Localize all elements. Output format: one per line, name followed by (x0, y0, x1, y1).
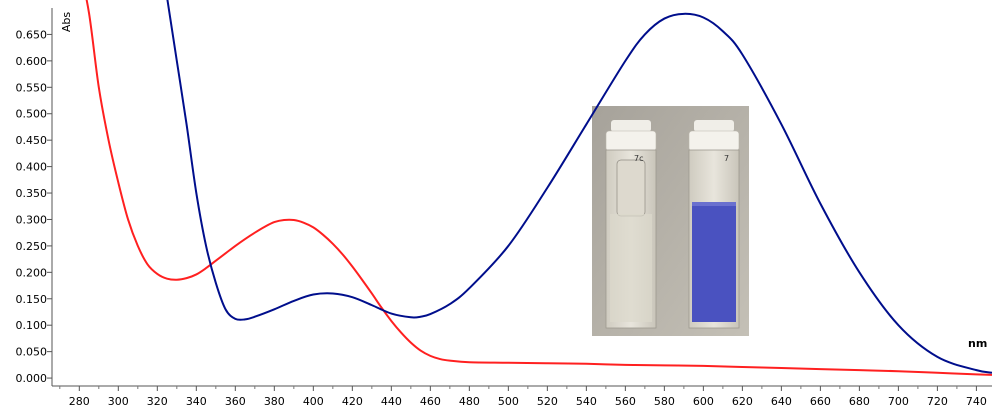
y-tick-label: 0.250 (16, 240, 48, 253)
cuvette-label-left: 7c (634, 154, 644, 163)
cuvette-photo: 7c 7 (592, 106, 749, 336)
x-tick-label: 300 (108, 395, 129, 408)
x-axis: 280 300 320 340 360 380 400 420 440 460 480 500 520 5… (52, 385, 992, 408)
x-tick-label: 340 (186, 395, 207, 408)
y-tick-label: 0.350 (16, 187, 48, 200)
x-tick-label: 540 (576, 395, 597, 408)
y-tick-label: 0.100 (16, 319, 48, 332)
x-tick-label: 380 (264, 395, 285, 408)
x-tick-label: 520 (537, 395, 558, 408)
y-axis: 0.000 0.050 0.100 0.150 0.200 0.250 0.300 0.350… (16, 8, 53, 386)
y-tick-label: 0.200 (16, 266, 48, 279)
y-tick-label: 0.450 (16, 134, 48, 147)
y-tick-label: 0.600 (16, 55, 48, 68)
x-tick-label: 320 (147, 395, 168, 408)
y-axis-title: Abs (60, 12, 73, 33)
x-tick-label: 440 (381, 395, 402, 408)
x-tick-label: 400 (303, 395, 324, 408)
x-tick-label: 280 (69, 395, 90, 408)
x-tick-label: 460 (420, 395, 441, 408)
x-tick-label: 580 (654, 395, 675, 408)
x-tick-label: 680 (849, 395, 870, 408)
x-tick-label: 620 (732, 395, 753, 408)
y-tick-label: 0.650 (16, 28, 48, 41)
cuvette-blue: 7 (688, 120, 740, 329)
red-spectrum-line (85, 0, 992, 376)
cuvette-colorless: 7c (605, 120, 657, 329)
x-tick-label: 560 (615, 395, 636, 408)
x-axis-title: nm (968, 337, 987, 350)
x-tick-label: 660 (810, 395, 831, 408)
y-tick-label: 0.050 (16, 346, 48, 359)
y-tick-label: 0.000 (16, 372, 48, 385)
x-tick-label: 640 (771, 395, 792, 408)
blue-spectrum-line (166, 0, 992, 374)
y-tick-label: 0.550 (16, 81, 48, 94)
x-tick-label: 740 (966, 395, 987, 408)
x-tick-label: 600 (693, 395, 714, 408)
y-tick-label: 0.400 (16, 161, 48, 174)
x-tick-label: 420 (342, 395, 363, 408)
y-tick-label: 0.300 (16, 213, 48, 226)
y-tick-label: 0.150 (16, 293, 48, 306)
x-tick-label: 480 (459, 395, 480, 408)
cuvette-label-right: 7 (724, 154, 729, 163)
x-tick-label: 500 (498, 395, 519, 408)
y-tick-label: 0.500 (16, 108, 48, 121)
x-tick-label: 700 (888, 395, 909, 408)
x-tick-label: 360 (225, 395, 246, 408)
x-tick-label: 720 (927, 395, 948, 408)
